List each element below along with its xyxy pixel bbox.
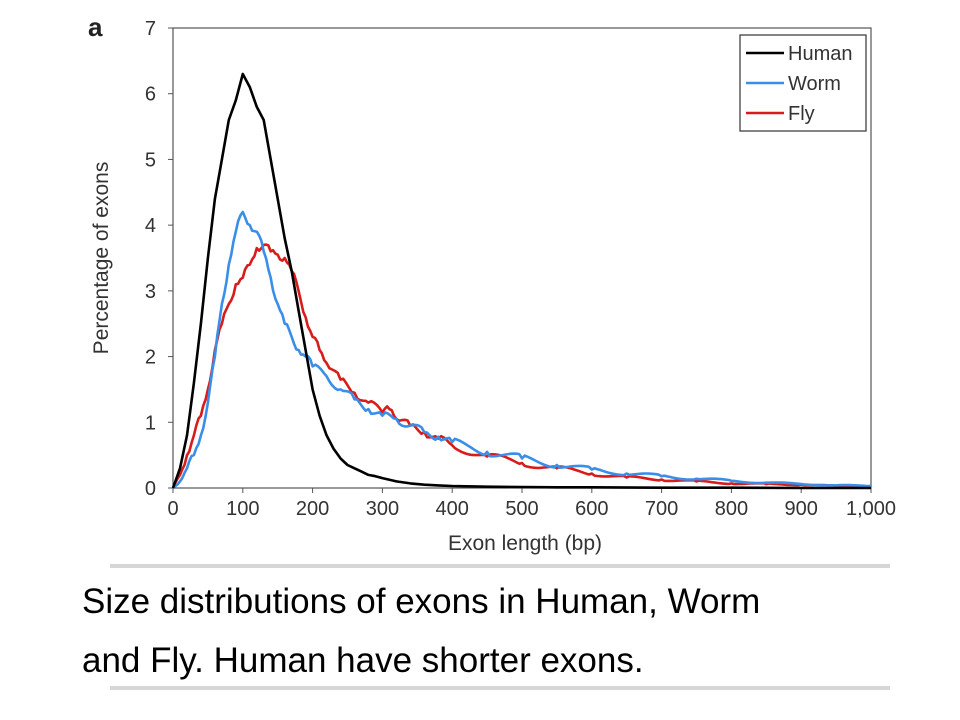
legend-label-fly: Fly: [788, 103, 815, 125]
x-tick-label: 800: [715, 498, 748, 520]
series-line-human: [171, 72, 871, 490]
x-tick-label: 600: [575, 498, 608, 520]
y-tick-label: 6: [145, 84, 156, 106]
x-tick-label: 1,000: [846, 498, 896, 520]
y-tick-label: 4: [145, 215, 156, 237]
x-tick-label: 200: [296, 498, 329, 520]
y-tick-label: 1: [145, 412, 156, 434]
exon-length-chart: 0 100 200 300 400 500 600 700 800 900 1,000 0 1 2 3 4 5…: [90, 18, 896, 555]
legend: Human Worm Fly: [739, 34, 867, 132]
y-tick-label: 3: [145, 281, 156, 303]
x-tick-label: 0: [167, 498, 178, 520]
caption-line-2: and Fly. Human have shorter exons.: [82, 641, 644, 680]
y-axis: 0 1 2 3 4 5 6 7: [145, 18, 173, 500]
y-tick-label: 0: [145, 478, 156, 500]
y-tick-label: 5: [145, 149, 156, 171]
x-tick-label: 900: [785, 498, 818, 520]
series-line-fly: [171, 243, 872, 489]
caption-strip-top: [110, 564, 890, 568]
x-tick-label: 300: [366, 498, 399, 520]
caption: Size distributions of exons in Human, Wo…: [82, 572, 942, 690]
series-line-worm: [172, 210, 871, 490]
x-tick-label: 700: [645, 498, 678, 520]
legend-label-human: Human: [788, 43, 852, 65]
x-axis: 0 100 200 300 400 500 600 700 800 900 1,000: [167, 488, 896, 520]
panel-label: a: [88, 12, 103, 42]
x-tick-label: 500: [505, 498, 538, 520]
caption-strip-bottom: [110, 686, 890, 690]
x-tick-label: 100: [226, 498, 259, 520]
x-axis-label: Exon length (bp): [448, 532, 602, 555]
series-layer: [171, 72, 872, 490]
y-tick-label: 7: [145, 18, 156, 40]
y-tick-label: 2: [145, 347, 156, 369]
y-axis-label: Percentage of exons: [90, 162, 113, 355]
caption-line-1: Size distributions of exons in Human, Wo…: [82, 582, 761, 621]
x-tick-label: 400: [436, 498, 469, 520]
legend-label-worm: Worm: [788, 73, 841, 95]
